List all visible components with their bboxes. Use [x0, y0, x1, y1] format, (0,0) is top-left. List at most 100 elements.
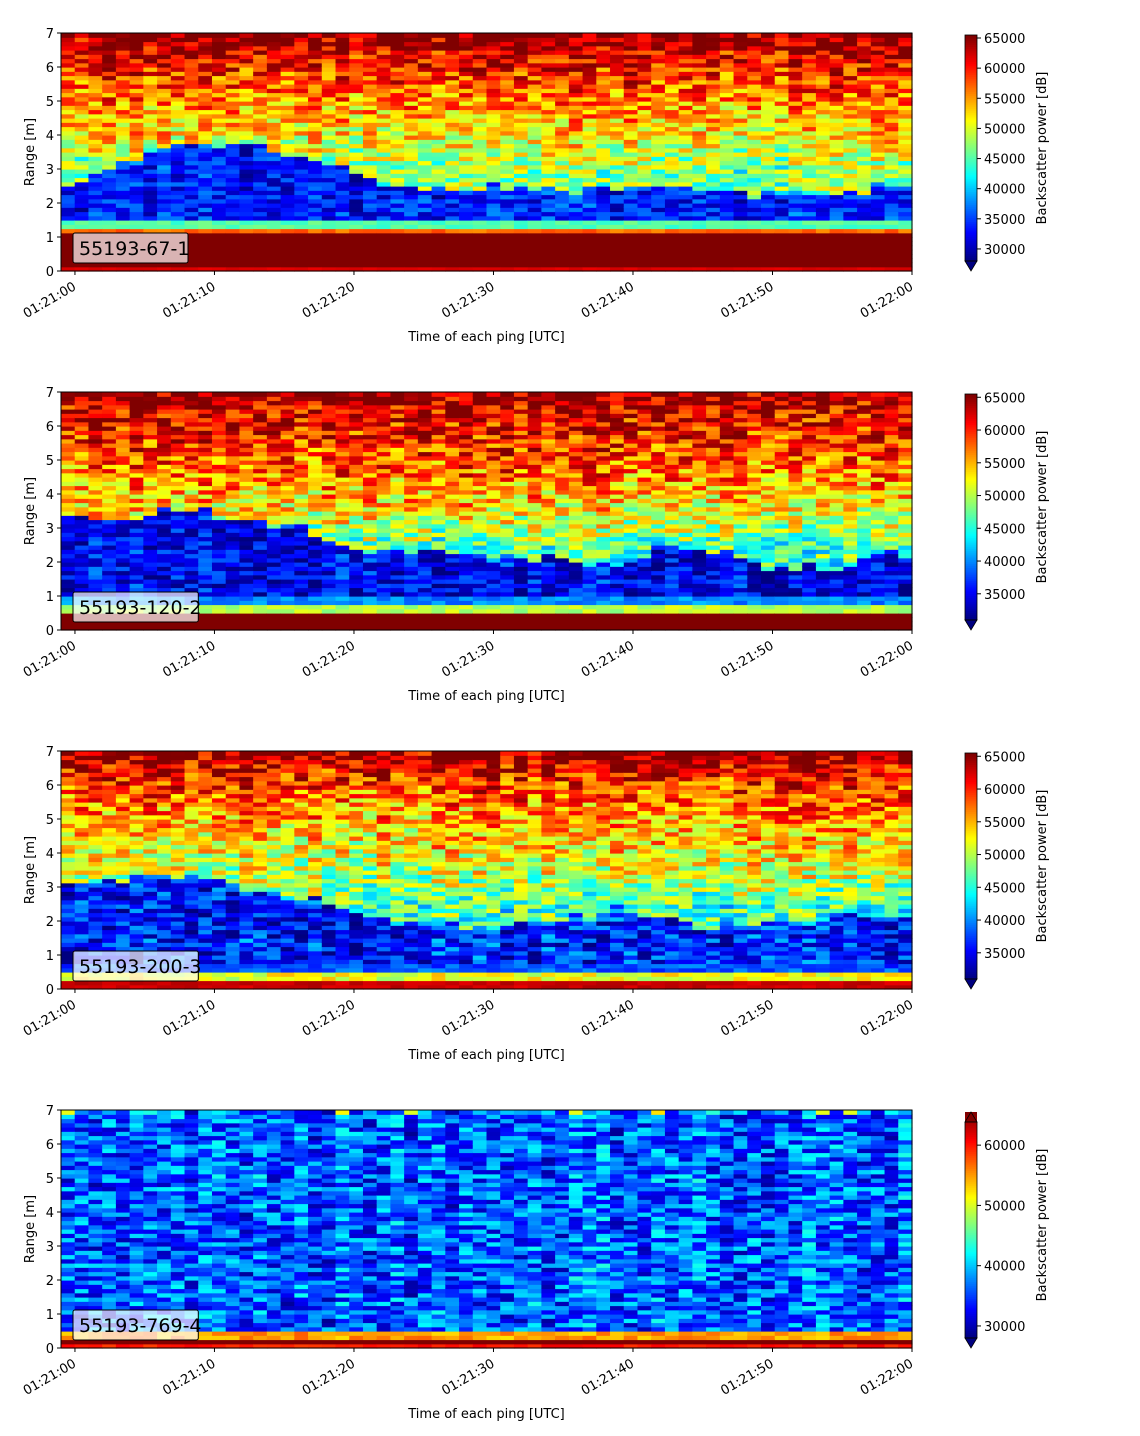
heatmap-cell	[129, 262, 144, 268]
heatmap-cell	[651, 237, 666, 242]
heatmap-cell	[472, 211, 488, 217]
heatmap-cell	[417, 109, 433, 115]
heatmap-cell	[321, 126, 337, 132]
heatmap-cell	[321, 438, 337, 444]
heatmap-cell	[555, 118, 570, 123]
heatmap-cell	[719, 215, 735, 221]
heatmap-cell	[500, 109, 515, 115]
colorbar-segment	[965, 83, 977, 87]
heatmap-cell	[362, 203, 378, 208]
heatmap-cell	[321, 553, 337, 559]
heatmap-cell	[211, 409, 227, 414]
heatmap-cell	[294, 118, 309, 123]
colorbar-extend-min	[964, 260, 978, 272]
heatmap-cell	[774, 152, 790, 157]
heatmap-cell	[280, 464, 295, 470]
heatmap-cell	[733, 67, 748, 72]
heatmap-cell	[88, 523, 103, 529]
heatmap-cell	[568, 101, 584, 106]
heatmap-cell	[239, 477, 254, 482]
heatmap-cell	[747, 67, 762, 72]
heatmap-cell	[761, 211, 776, 217]
heatmap-cell	[500, 50, 515, 55]
heatmap-cell	[692, 190, 707, 196]
heatmap-cell	[253, 118, 268, 123]
heatmap-cell	[198, 498, 213, 504]
heatmap-cell	[74, 528, 90, 533]
heatmap-cell	[376, 455, 392, 461]
heatmap-cell	[335, 266, 350, 272]
heatmap-cell	[184, 583, 199, 589]
heatmap-cell	[280, 164, 295, 170]
heatmap-cell	[225, 396, 241, 402]
colorbar-segment	[965, 136, 977, 140]
heatmap-cell	[857, 262, 872, 268]
heatmap-cell	[184, 147, 199, 153]
heatmap-cell	[404, 262, 419, 268]
heatmap-cell	[678, 203, 693, 208]
heatmap-cell	[239, 608, 254, 614]
heatmap-cell	[308, 596, 323, 601]
heatmap-cell	[898, 254, 913, 259]
heatmap-cell	[294, 608, 309, 614]
heatmap-cell	[596, 169, 611, 174]
heatmap-cell	[417, 156, 433, 162]
heatmap-cell	[157, 37, 172, 43]
heatmap-cell	[321, 404, 337, 410]
heatmap-cell	[157, 625, 172, 631]
heatmap-cell	[404, 33, 419, 38]
colorbar-segment	[965, 140, 977, 143]
heatmap-cell	[184, 160, 199, 166]
heatmap-cell	[857, 169, 872, 174]
heatmap-cell	[253, 477, 268, 482]
heatmap-cell	[884, 177, 899, 183]
heatmap-cell	[74, 41, 90, 47]
heatmap-cell	[184, 540, 199, 546]
heatmap-cell	[623, 130, 639, 136]
heatmap-cell	[431, 41, 446, 47]
heatmap-cell	[829, 215, 844, 221]
heatmap-cell	[376, 570, 392, 576]
heatmap-cell	[884, 258, 899, 264]
heatmap-cell	[170, 79, 186, 85]
heatmap-cell	[211, 96, 227, 102]
heatmap-cell	[88, 45, 103, 51]
heatmap-cell	[308, 617, 323, 623]
heatmap-cell	[170, 523, 186, 529]
heatmap-cell	[376, 515, 392, 521]
heatmap-cell	[376, 203, 392, 208]
heatmap-cell	[102, 430, 117, 436]
heatmap-cell	[555, 245, 570, 251]
heatmap-cell	[294, 190, 309, 196]
heatmap-cell	[596, 215, 611, 221]
heatmap-cell	[61, 215, 76, 221]
heatmap-cell	[390, 45, 405, 51]
heatmap-cell	[115, 557, 131, 563]
heatmap-cell	[321, 523, 337, 529]
heatmap-cell	[198, 600, 213, 606]
heatmap-cell	[280, 58, 295, 64]
heatmap-cell	[198, 562, 213, 567]
heatmap-cell	[404, 113, 419, 119]
heatmap-cell	[211, 220, 227, 225]
colorbar-segment	[965, 236, 977, 239]
heatmap-cell	[170, 139, 186, 145]
heatmap-cell	[486, 54, 501, 60]
heatmap-cell	[692, 194, 707, 200]
heatmap-cell	[143, 438, 158, 444]
colorbar-segment	[965, 174, 977, 177]
heatmap-cell	[280, 50, 295, 55]
heatmap-cell	[349, 455, 364, 461]
heatmap-cell	[184, 566, 199, 572]
heatmap-cell	[266, 126, 282, 132]
heatmap-cell	[774, 177, 790, 183]
heatmap-cell	[102, 79, 117, 85]
heatmap-cell	[143, 164, 158, 170]
heatmap-cell	[239, 557, 254, 563]
heatmap-cell	[115, 101, 131, 106]
heatmap-cell	[308, 566, 323, 572]
heatmap-cell	[843, 232, 858, 238]
heatmap-cell	[88, 430, 103, 436]
heatmap-cell	[802, 177, 817, 183]
heatmap-cell	[898, 215, 913, 221]
